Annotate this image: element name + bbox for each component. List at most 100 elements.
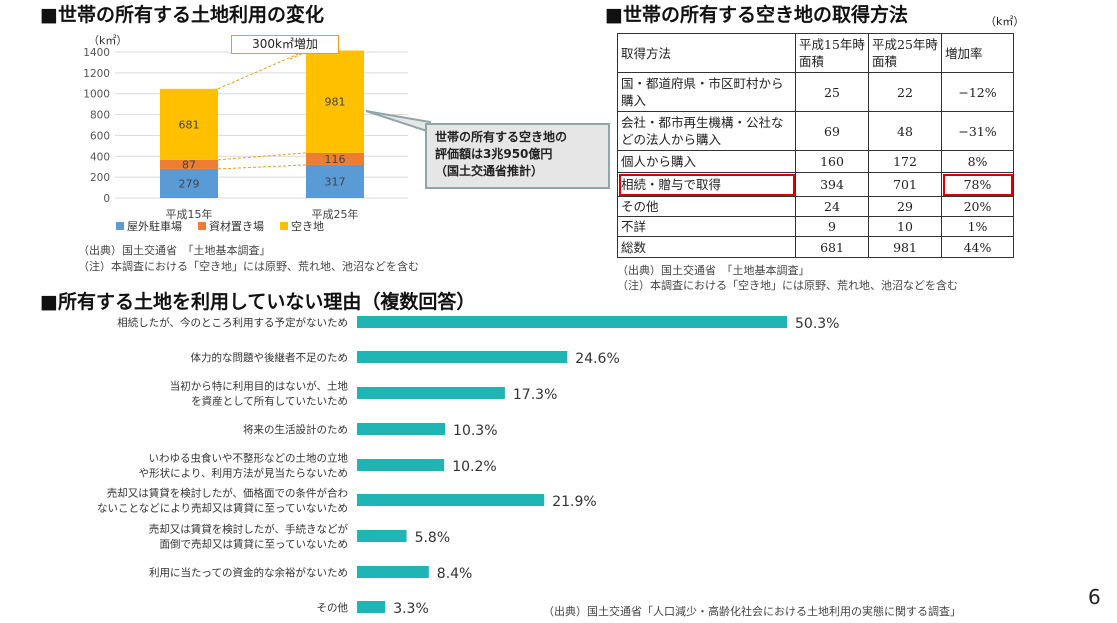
bar (357, 530, 407, 542)
table-cell: 不詳 (617, 216, 796, 237)
bar (357, 387, 505, 399)
note-line: 世帯の所有する空き地の (435, 130, 568, 144)
category-label: その他 (317, 601, 349, 614)
y-tick-label: 1400 (83, 47, 110, 59)
bar (357, 601, 386, 613)
table-cell: 22 (868, 72, 942, 112)
bar (357, 494, 545, 506)
legend-swatch (116, 222, 124, 230)
table-cell: 会社・都市再生機構・公社などの法人から購入 (617, 111, 796, 151)
left-title: ■世帯の所有する土地利用の変化 (40, 4, 324, 26)
right-unit: （k㎡） (985, 15, 1025, 28)
table-row: 相続・贈与で取得 394 701 78% (617, 172, 1014, 197)
data-label: 3.3% (393, 601, 429, 617)
data-label: 317 (325, 175, 346, 188)
data-label: 87 (182, 158, 196, 171)
note-line: （国土交通省推計） (435, 164, 544, 178)
note-line: 評価額は3兆950億円 (435, 147, 553, 161)
category-label: 利用に当たっての資金的な余裕がないため (149, 566, 348, 579)
category-label: を資産として所有していたいため (191, 395, 348, 408)
bar (357, 566, 429, 578)
table-cell: 681 (795, 236, 869, 258)
bottom-source: （出典）国土交通省「人口減少・高齢化社会における土地利用の実態に関する調査」 (543, 605, 961, 618)
table-cell: 総数 (617, 236, 796, 258)
table-cell: −12% (941, 72, 1014, 112)
valuation-note-box: 世帯の所有する空き地の 評価額は3兆950億円 （国土交通省推計） (425, 123, 610, 189)
category-label: 当初から特に利用目的はないが、土地 (170, 380, 349, 393)
bar-segment (160, 88, 218, 160)
bottom-title: ■所有する土地を利用していない理由（複数回答） (40, 291, 476, 313)
y-tick-label: 600 (90, 130, 110, 142)
bar-segment (306, 50, 364, 153)
table-row: 総数 681 981 44% (617, 236, 1014, 258)
category-label: 面倒で売却又は賃貸に至っていないため (160, 538, 348, 551)
data-label: 17.3% (513, 387, 557, 403)
header-cell: 取得方法 (617, 33, 796, 73)
table-cell: 9 (795, 216, 869, 237)
table-cell: 25 (795, 72, 869, 112)
data-label: 50.3% (795, 316, 839, 332)
table-cell: 160 (795, 150, 869, 173)
table-cell: 24 (795, 196, 869, 217)
category-label: 売却又は賃貸を検討したが、価格面での条件が合わ (107, 487, 348, 500)
connector-line (217, 50, 307, 90)
legend-swatch (280, 222, 288, 230)
y-tick-label: 1000 (83, 89, 110, 101)
bar (357, 459, 445, 471)
bar-segment (306, 164, 364, 198)
category-label: ないことなどにより売却又は賃貸に至っていないため (97, 502, 348, 515)
table-cell: 個人から購入 (617, 150, 796, 173)
table-cell: 48 (868, 111, 942, 151)
header-cell: 平成25年時面積 (868, 33, 942, 73)
table-row: 国・都道府県・市区町村から購入 25 22 −12% (617, 72, 1014, 112)
acquisition-table: 取得方法 平成15年時面積 平成25年時面積 増加率 国・都道府県・市区町村から… (617, 33, 1014, 258)
table-cell: 69 (795, 111, 869, 151)
legend-label: 資材置き場 (209, 219, 264, 233)
table-cell: 172 (868, 150, 942, 173)
table-row: 個人から購入 160 172 8% (617, 150, 1014, 173)
table-row: 不詳 9 10 1% (617, 216, 1014, 237)
bar (357, 316, 787, 328)
table-cell: 701 (868, 172, 942, 197)
right-source: （出典）国土交通省 「土地基本調査」 (617, 264, 810, 277)
table-cell: 394 (795, 172, 869, 197)
header-cell: 平成15年時面積 (795, 33, 869, 73)
bar-segment (160, 159, 218, 169)
category-label: 相続したが、今のところ利用する予定がないため (117, 316, 348, 329)
legend-label: 屋外駐車場 (127, 219, 182, 233)
y-tick-label: 0 (103, 193, 110, 205)
table-cell: 10 (868, 216, 942, 237)
category-label: 将来の生活設計のため (243, 423, 348, 436)
category-label: や形状により、利用方法が見当たらないため (139, 467, 348, 480)
data-label: 21.9% (552, 494, 596, 510)
legend-swatch (198, 222, 206, 230)
data-label: 8.4% (437, 566, 473, 582)
data-label: 24.6% (575, 351, 619, 367)
header-cell: 増加率 (941, 33, 1014, 73)
table-cell: 相続・贈与で取得 (617, 172, 796, 197)
left-note: （注）本調査における「空き地」には原野、荒れ地、池沼などを含む (78, 260, 419, 273)
connector-line (217, 164, 307, 170)
x-tick-label: 平成15年 (166, 207, 213, 221)
table-cell: 8% (941, 150, 1014, 173)
y-tick-label: 800 (90, 110, 110, 122)
category-label: 売却又は賃貸を検討したが、手続きなどが (149, 523, 349, 536)
left-source: （出典）国土交通省 「土地基本調査」 (78, 244, 271, 257)
table-cell: 29 (868, 196, 942, 217)
table-cell: 981 (868, 236, 942, 258)
stacked-bar-chart: （k㎡） 0 200 400 600 800 1000 1200 1400 279 87 681 平成1… (83, 34, 431, 233)
table-cell: 44% (941, 236, 1014, 258)
right-note: （注）本調査における「空き地」には原野、荒れ地、池沼などを含む (617, 279, 958, 292)
bar (357, 351, 568, 363)
table-row: その他 24 29 20% (617, 196, 1014, 217)
bar (357, 423, 446, 435)
table-row: 会社・都市再生機構・公社などの法人から購入 69 48 −31% (617, 111, 1014, 151)
data-label: 279 (179, 177, 200, 190)
category-label: いわゆる虫食いや不整形などの土地の立地 (149, 452, 349, 465)
x-tick-label: 平成25年 (312, 207, 359, 221)
data-label: 116 (325, 153, 346, 166)
y-tick-label: 400 (90, 151, 110, 163)
data-label: 10.3% (453, 423, 497, 439)
bar-segment (160, 168, 218, 198)
data-label: 681 (179, 118, 200, 131)
